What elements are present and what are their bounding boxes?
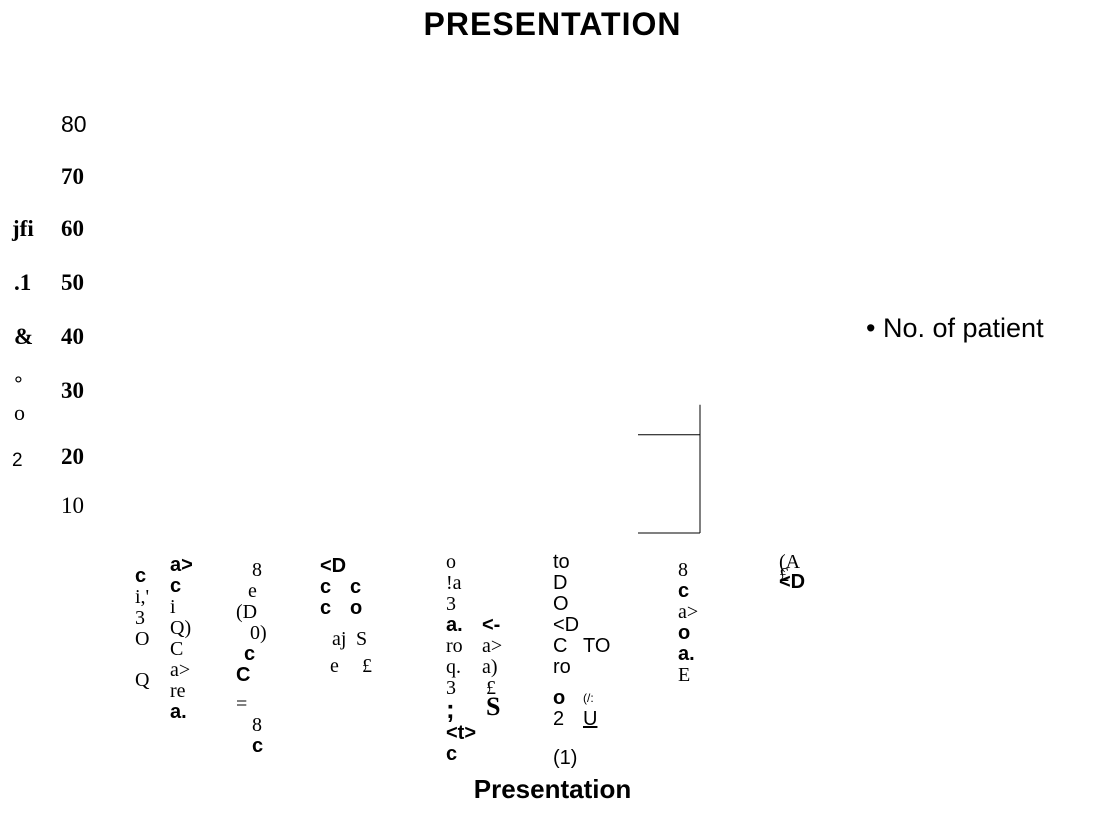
cat8-frag-0: (A	[779, 551, 801, 573]
cat6-frag-8: (/:	[583, 691, 594, 705]
cat4-frag-4: o	[350, 597, 363, 619]
y-tick-50: 50	[61, 270, 84, 295]
y-axis-label-fragment-3: &	[14, 324, 34, 349]
cat6-frag-0: to	[553, 551, 570, 573]
y-axis-label-fragment-6: 2	[12, 450, 23, 471]
cat5-frag-6: a>	[482, 635, 503, 657]
cat2-frag-0: a>	[170, 554, 193, 576]
cat3-frag-3: 0)	[250, 622, 267, 644]
cat5-frag-0: o	[446, 551, 456, 573]
cat5-frag-7: q.	[446, 656, 461, 678]
legend: • No. of patient	[866, 313, 1044, 344]
y-tick-20: 20	[61, 444, 84, 469]
cat5-frag-2: 3	[446, 593, 456, 615]
cat6-frag-1: D	[553, 572, 568, 594]
category-label-1: c i,' 3 O Q	[135, 566, 149, 691]
cat5-frag-12: S	[486, 692, 501, 721]
cat3-frag-7: 8	[252, 714, 262, 736]
y-tick-70: 70	[61, 164, 84, 189]
cat7-frag-3: o	[678, 622, 691, 644]
cat4-frag-0: <D	[320, 555, 347, 577]
category-label-5: o !a 3 a. <- ro a> q. a) 3 £ ; S <t> c	[446, 552, 502, 765]
cat6-frag-5: TO	[583, 635, 611, 657]
cat3-frag-2: (D	[236, 601, 258, 623]
y-tick-30: 30	[61, 378, 84, 403]
cat3-frag-6: =	[236, 693, 248, 715]
cat1-frag-0: c	[135, 565, 147, 587]
cat5-frag-10: £	[486, 677, 496, 699]
cat1-frag-4: Q	[135, 669, 150, 691]
cat4-frag-5: aj	[332, 628, 347, 650]
cat4-frag-8: £	[362, 655, 372, 677]
cat6-frag-3: <D	[553, 614, 580, 636]
cat3-frag-8: c	[252, 735, 264, 757]
cat5-frag-8: a)	[482, 656, 498, 678]
cat5-frag-5: ro	[446, 635, 463, 657]
category-label-3: 8 e (D 0) c C = 8 c	[236, 560, 267, 757]
cat3-frag-5: C	[236, 664, 251, 686]
y-tick-80: 80	[61, 111, 87, 137]
bar-6	[638, 404, 701, 534]
cat7-frag-1: c	[678, 580, 690, 602]
cat2-frag-6: re	[170, 680, 186, 702]
cat5-frag-3: a.	[446, 614, 463, 636]
cat6-frag-10: U	[583, 708, 598, 730]
category-label-2: a> c i Q) C a> re a.	[170, 555, 193, 723]
cat5-frag-1: !a	[446, 572, 462, 594]
category-label-6: to D O <D C TO ro o (/: 2 U (1)	[553, 552, 610, 769]
cat4-frag-2: c	[350, 576, 362, 598]
x-axis-title: Presentation	[473, 774, 632, 804]
legend-label: No. of patient	[882, 313, 1044, 343]
cat4-frag-3: c	[320, 597, 332, 619]
category-label-4: <D c c c o aj S e £	[320, 556, 372, 677]
cat3-frag-1: e	[248, 580, 257, 602]
category-label-8: (A £ <D	[779, 552, 805, 593]
cat1-frag-3: O	[135, 628, 150, 650]
cat4-frag-6: S	[356, 628, 368, 650]
cat6-frag-9: 2	[553, 708, 565, 730]
cat5-frag-4: <-	[482, 614, 501, 636]
cat5-frag-13: <t>	[446, 722, 477, 744]
cat7-frag-5: E	[678, 664, 691, 686]
cat8-frag-1: £	[779, 564, 789, 586]
cat2-frag-3: Q)	[170, 617, 192, 639]
cat6-frag-6: ro	[553, 656, 571, 678]
cat6-frag-2: O	[553, 593, 569, 615]
y-tick-10: 10	[61, 493, 84, 518]
cat2-frag-1: c	[170, 575, 182, 597]
legend-bullet-icon: •	[866, 313, 876, 343]
cat4-frag-7: e	[330, 655, 339, 677]
y-axis-label-fragment-1: jfi	[12, 216, 34, 241]
cat6-frag-4: C	[553, 635, 568, 657]
cat2-frag-7: a.	[170, 701, 187, 723]
cat7-frag-2: a>	[678, 601, 699, 623]
cat6-frag-7: o	[553, 687, 566, 709]
cat5-frag-11: ;	[446, 694, 455, 724]
cat4-frag-1: c	[320, 576, 332, 598]
category-label-7: 8 c a> o a. E	[678, 560, 698, 686]
y-axis-label-fragment-5: o	[14, 400, 25, 425]
cat1-frag-1: i,'	[135, 586, 150, 608]
cat5-frag-9: 3	[446, 677, 456, 699]
cat2-frag-5: a>	[170, 659, 191, 681]
cat3-frag-4: c	[244, 643, 256, 665]
y-axis-label-fragment-4: °	[14, 372, 23, 397]
y-axis-label-fragment-2: .1	[14, 270, 32, 295]
y-tick-60: 60	[61, 216, 84, 241]
cat6-frag-11: (1)	[553, 747, 578, 769]
cat2-frag-2: i	[170, 596, 176, 618]
cat5-frag-14: c	[446, 743, 458, 765]
cat8-frag-2: <D	[779, 571, 806, 593]
cat7-frag-4: a.	[678, 643, 695, 665]
cat3-frag-0: 8	[252, 559, 262, 581]
chart-title: PRESENTATION	[423, 6, 682, 42]
y-tick-40: 40	[61, 324, 84, 349]
cat2-frag-4: C	[170, 638, 184, 660]
cat1-frag-2: 3	[135, 607, 145, 629]
cat7-frag-0: 8	[678, 559, 688, 581]
